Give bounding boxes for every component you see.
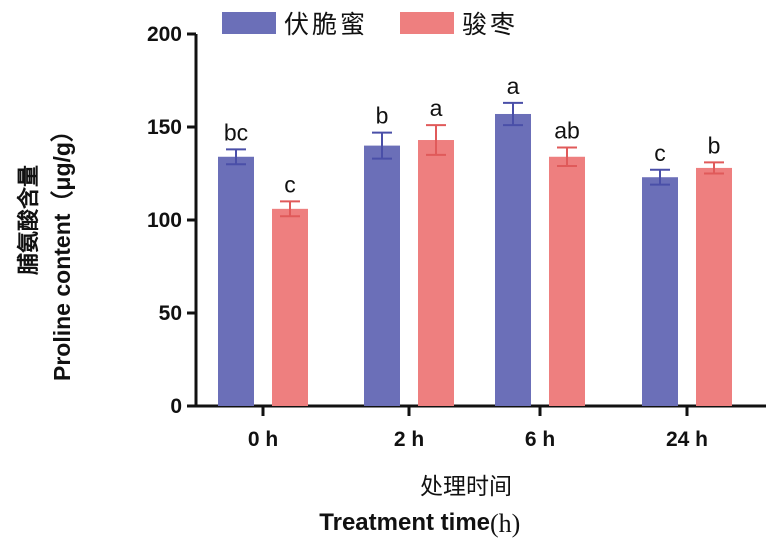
x-axis-title-chinese: 处理时间: [420, 474, 512, 500]
x-axis-title: 处理时间 Treatment time (h): [319, 474, 520, 538]
bar: [696, 167, 732, 406]
legend: 伏脆蜜 骏枣: [222, 10, 518, 39]
legend-label: 骏枣: [462, 10, 518, 39]
significance-letter: c: [284, 171, 296, 197]
y-tick-label: 100: [147, 209, 182, 232]
bars: [218, 113, 732, 406]
bar: [495, 113, 531, 406]
significance-letter: bc: [224, 119, 248, 145]
bar: [272, 208, 308, 406]
significance-letter: b: [708, 132, 721, 158]
x-tick-label: 2 h: [394, 428, 424, 451]
y-tick-label: 150: [147, 116, 182, 139]
legend-label: 伏脆蜜: [284, 10, 368, 39]
significance-letter: b: [376, 103, 389, 129]
error-bars: [226, 101, 724, 218]
significance-letter: a: [430, 95, 443, 121]
y-tick-label: 50: [159, 302, 182, 325]
significance-letter: a: [507, 73, 520, 99]
bar: [642, 177, 678, 406]
bar: [218, 156, 254, 406]
x-tick-label: 24 h: [666, 428, 708, 451]
x-tick-label: 6 h: [525, 428, 555, 451]
significance-letter: c: [654, 140, 666, 166]
bar: [418, 140, 454, 406]
y-tick-label: 0: [170, 395, 182, 418]
significance-letter: ab: [554, 117, 580, 143]
legend-swatch: [222, 12, 276, 34]
x-axis-title-unit: (h): [490, 509, 520, 538]
x-tick-label: 0 h: [248, 428, 278, 451]
x-axis-title-english: Treatment time: [319, 509, 490, 536]
significance-letters: bc b a c c a ab b: [224, 73, 721, 198]
bar: [549, 156, 585, 406]
y-axis-title-english: Proline content（μg/g）: [49, 119, 75, 381]
y-axis-title-chinese: 脯氨酸含量: [16, 165, 42, 275]
legend-swatch: [400, 12, 454, 34]
y-axis-title: 脯氨酸含量 Proline content（μg/g）: [16, 119, 75, 381]
x-axis: 0 h 2 h 6 h 24 h: [195, 404, 766, 451]
y-tick-label: 200: [147, 23, 182, 46]
bar: [364, 145, 400, 406]
y-axis: 0 50 100 150 200: [147, 23, 198, 418]
